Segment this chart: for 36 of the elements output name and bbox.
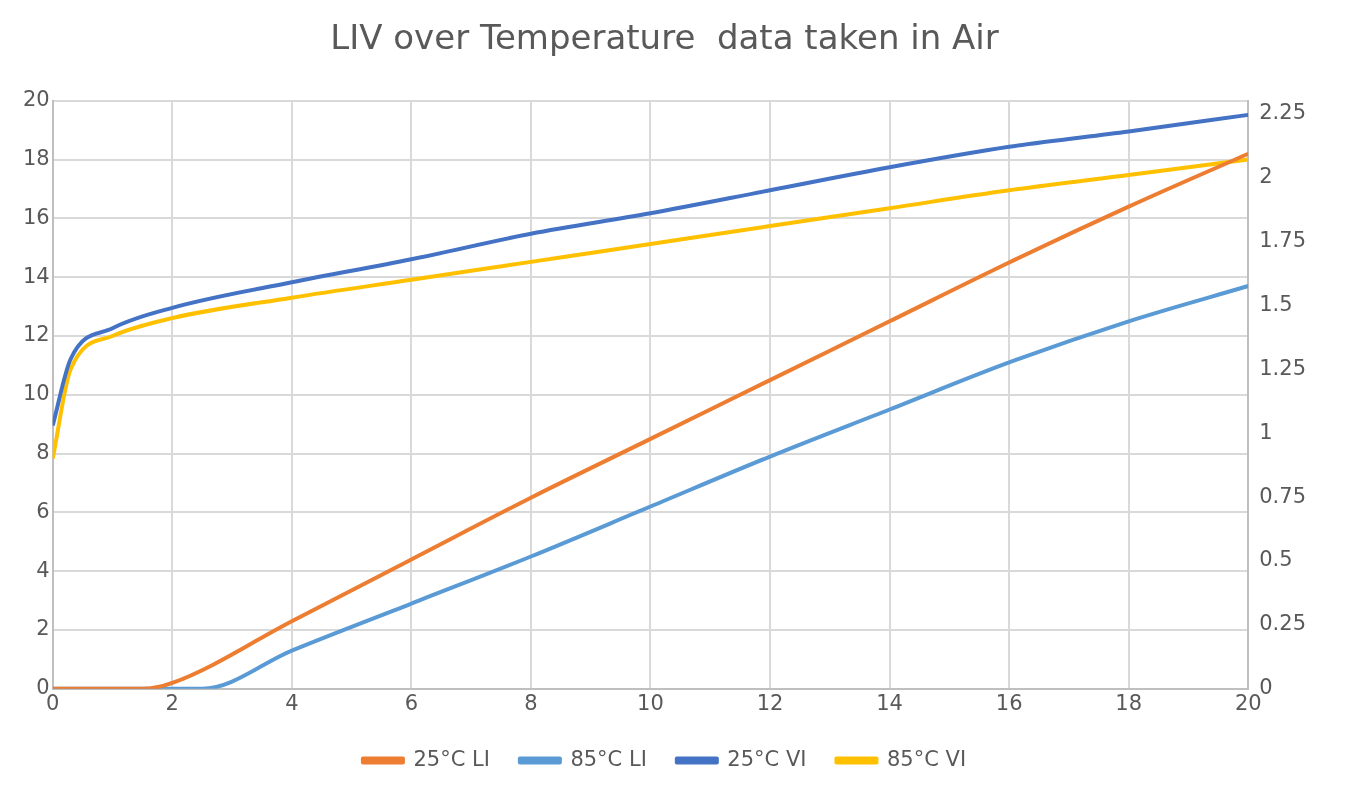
y2-tick-label: 1.75 bbox=[1259, 227, 1307, 252]
legend-label: 25°C VI bbox=[727, 746, 807, 771]
x-tick-label: 8 bbox=[524, 690, 538, 715]
x-tick-label: 16 bbox=[995, 690, 1023, 715]
x-tick-label: 6 bbox=[404, 690, 419, 715]
line-series bbox=[52, 157, 1249, 461]
x-tick-label: 18 bbox=[1115, 690, 1143, 715]
y-tick-label: 16 bbox=[22, 204, 50, 229]
y-tick-label: 18 bbox=[22, 146, 50, 171]
x-tick-label: 10 bbox=[637, 690, 664, 715]
y-tick-label: 20 bbox=[22, 87, 50, 112]
y2-tick-label: 1.25 bbox=[1259, 355, 1307, 380]
legend-label: 85°C VI bbox=[886, 746, 967, 771]
line-series bbox=[52, 112, 1249, 428]
x-tick-label: 2 bbox=[165, 690, 179, 715]
x-tick-label: 14 bbox=[876, 690, 903, 715]
y-tick-label: 10 bbox=[22, 381, 50, 406]
y-tick-label: 8 bbox=[36, 440, 50, 465]
y2-tick-label: 1 bbox=[1259, 419, 1273, 444]
y2-tick-label: 0.75 bbox=[1259, 483, 1307, 508]
y-tick-label: 6 bbox=[36, 498, 50, 523]
y2-tick-label: 1.5 bbox=[1259, 291, 1293, 316]
legend-label: 25°C LI bbox=[413, 746, 490, 771]
y2-tick-label: 0.25 bbox=[1259, 611, 1307, 636]
y2-tick-label: 2 bbox=[1259, 163, 1273, 188]
y-tick-label: 4 bbox=[36, 557, 50, 582]
y2-tick-label: 2.25 bbox=[1259, 100, 1307, 125]
y2-tick-label: 0.5 bbox=[1259, 547, 1293, 572]
x-tick-label: 4 bbox=[285, 690, 299, 715]
legend-label: 85°C LI bbox=[570, 746, 647, 771]
y-tick-label: 12 bbox=[22, 322, 50, 347]
y-tick-label: 2 bbox=[36, 616, 50, 641]
x-tick-label: 20 bbox=[1234, 690, 1262, 715]
y-tick-label: 14 bbox=[22, 263, 50, 288]
chart-title: LIV over Temperature data taken in Air bbox=[330, 17, 999, 58]
x-tick-label: 12 bbox=[756, 690, 784, 715]
